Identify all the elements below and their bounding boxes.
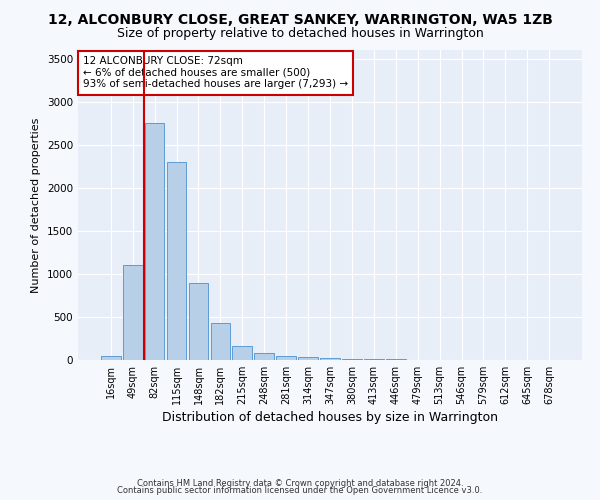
- Bar: [276, 356, 296, 360]
- Bar: [298, 356, 318, 360]
- Bar: [167, 162, 187, 360]
- Bar: [145, 123, 164, 360]
- Text: Size of property relative to detached houses in Warrington: Size of property relative to detached ho…: [116, 28, 484, 40]
- Bar: [342, 358, 362, 360]
- Bar: [254, 353, 274, 360]
- Bar: [320, 358, 340, 360]
- Bar: [211, 323, 230, 360]
- Bar: [123, 266, 143, 360]
- X-axis label: Distribution of detached houses by size in Warrington: Distribution of detached houses by size …: [162, 411, 498, 424]
- Y-axis label: Number of detached properties: Number of detached properties: [31, 118, 41, 292]
- Bar: [232, 346, 252, 360]
- Text: 12 ALCONBURY CLOSE: 72sqm
← 6% of detached houses are smaller (500)
93% of semi-: 12 ALCONBURY CLOSE: 72sqm ← 6% of detach…: [83, 56, 348, 90]
- Bar: [188, 282, 208, 360]
- Text: Contains HM Land Registry data © Crown copyright and database right 2024.: Contains HM Land Registry data © Crown c…: [137, 478, 463, 488]
- Text: Contains public sector information licensed under the Open Government Licence v3: Contains public sector information licen…: [118, 486, 482, 495]
- Bar: [101, 356, 121, 360]
- Text: 12, ALCONBURY CLOSE, GREAT SANKEY, WARRINGTON, WA5 1ZB: 12, ALCONBURY CLOSE, GREAT SANKEY, WARRI…: [47, 12, 553, 26]
- Bar: [364, 359, 384, 360]
